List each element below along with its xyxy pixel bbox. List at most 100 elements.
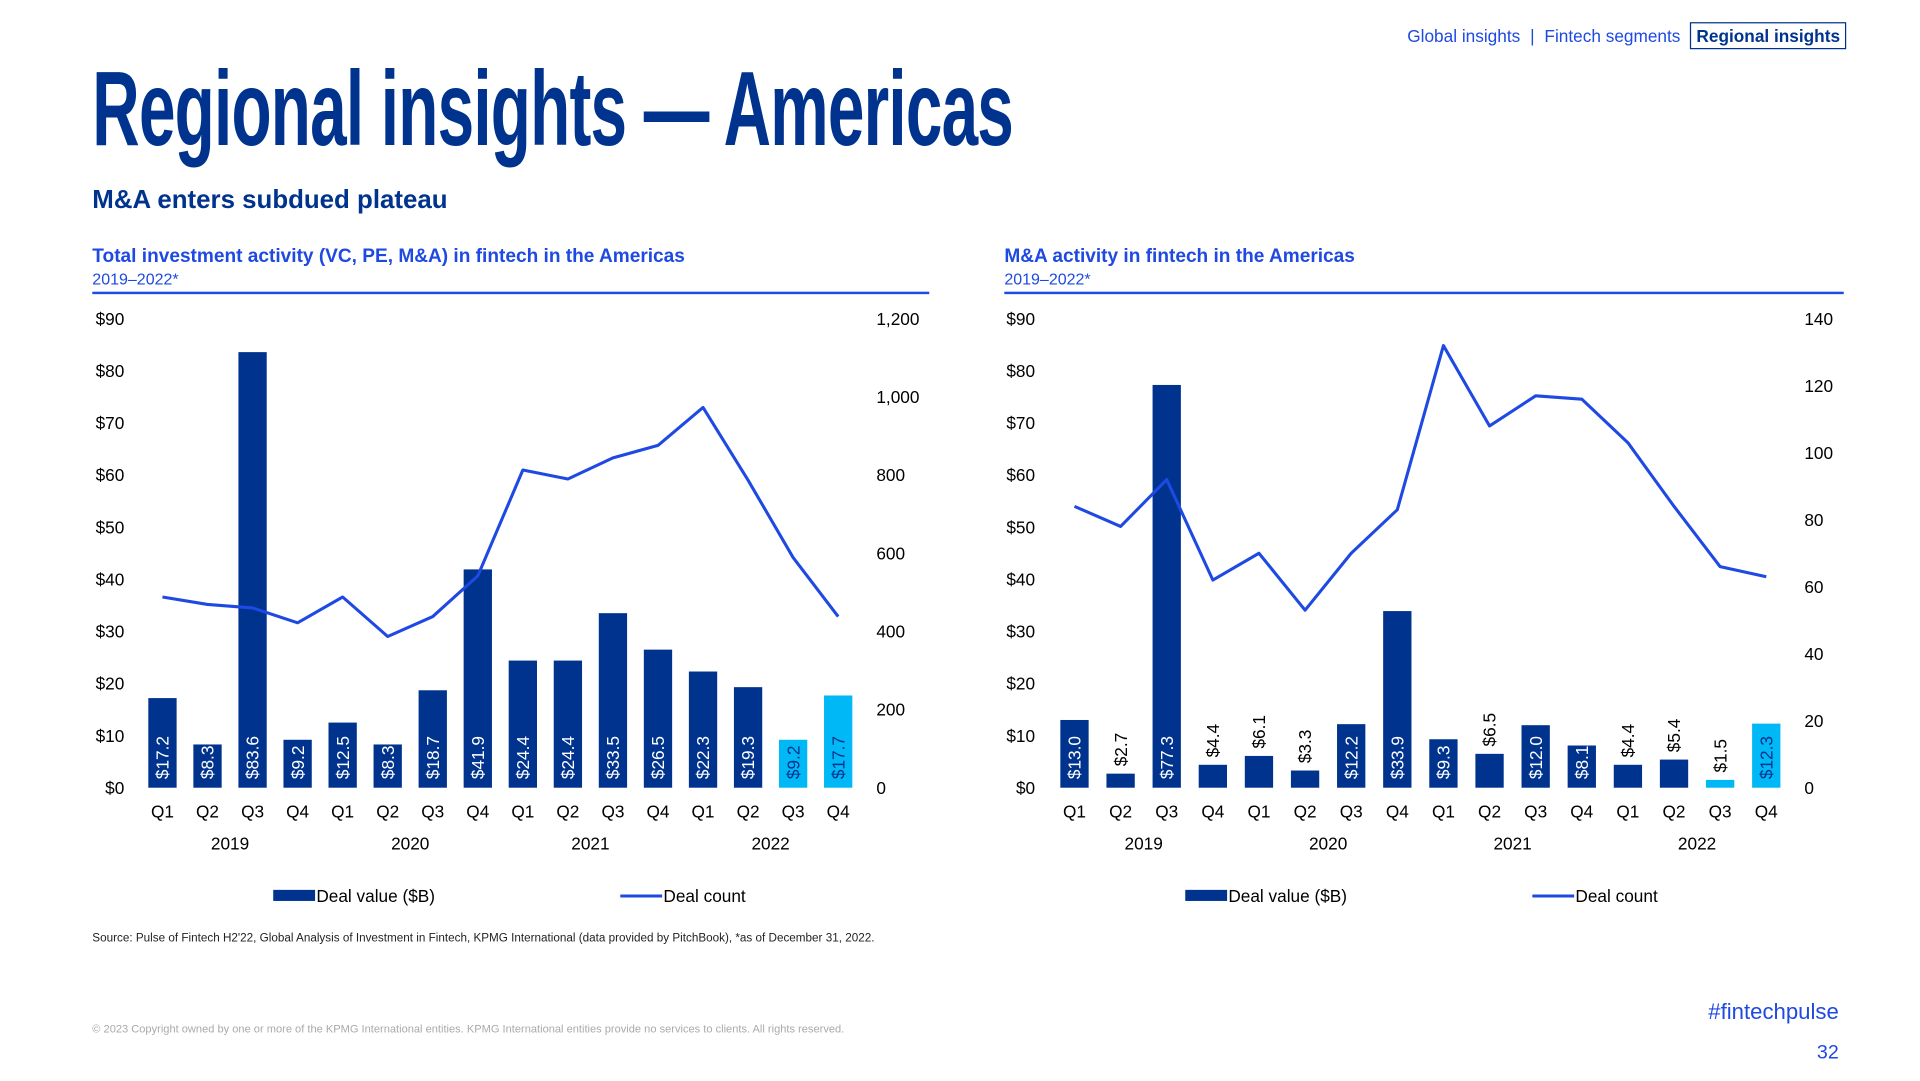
chart1-right-tick: 400 bbox=[876, 622, 905, 642]
chart2-left-tick: $0 bbox=[1016, 778, 1035, 798]
chart1-x-tick: Q1 bbox=[151, 801, 174, 821]
chart2-right-tick: 0 bbox=[1804, 778, 1814, 798]
chart1-bar-label: $22.3 bbox=[693, 736, 713, 779]
chart1-bar-label: $33.5 bbox=[603, 736, 623, 779]
chart1-x-tick: Q3 bbox=[601, 801, 624, 821]
chart2-bar-label: $13.0 bbox=[1065, 736, 1085, 779]
chart2-bar-label: $9.3 bbox=[1434, 746, 1454, 780]
chart2-bar-label: $6.5 bbox=[1480, 713, 1500, 747]
chart2-bar-label: $4.4 bbox=[1203, 723, 1223, 757]
chart2-bar-label: $12.0 bbox=[1526, 736, 1546, 779]
chart1-x-tick: Q4 bbox=[466, 801, 489, 821]
chart2-left-tick: $40 bbox=[1006, 569, 1035, 589]
chart2-x-tick: Q4 bbox=[1755, 801, 1778, 821]
chart1-right-tick: 600 bbox=[876, 543, 905, 563]
chart1-x-tick: Q2 bbox=[556, 801, 579, 821]
chart1-bar-label: $24.4 bbox=[558, 736, 578, 780]
chart2-bar bbox=[1245, 756, 1273, 788]
chart1-left-tick: $0 bbox=[105, 778, 124, 798]
chart1-x-tick: Q3 bbox=[421, 801, 444, 821]
chart1-x-tick: Q4 bbox=[286, 801, 309, 821]
chart2-bar-label: $12.2 bbox=[1341, 736, 1361, 779]
chart1-right-tick: 0 bbox=[876, 778, 886, 798]
chart2-legend-deal-value: Deal value ($B) bbox=[1228, 886, 1347, 906]
chart2-year-label: 2021 bbox=[1493, 833, 1531, 853]
hashtag[interactable]: #fintechpulse bbox=[1708, 999, 1839, 1025]
page-number: 32 bbox=[1817, 1042, 1839, 1064]
chart1-legend-deal-count: Deal count bbox=[663, 886, 746, 906]
chart1-left-tick: $40 bbox=[96, 569, 125, 589]
chart1-bar-label: $41.9 bbox=[468, 736, 488, 779]
chart2-right-tick: 40 bbox=[1804, 644, 1823, 664]
chart1-x-tick: Q2 bbox=[737, 801, 760, 821]
chart2-x-tick: Q4 bbox=[1570, 801, 1593, 821]
chart1-bar-label: $17.7 bbox=[828, 736, 848, 779]
chart2-bar bbox=[1660, 760, 1688, 788]
chart1-legend-bar-swatch bbox=[273, 890, 315, 901]
chart1-x-tick: Q4 bbox=[646, 801, 669, 821]
chart2-bar bbox=[1706, 780, 1734, 788]
chart2-right-tick: 20 bbox=[1804, 711, 1823, 731]
chart1-bar-label: $12.5 bbox=[333, 736, 353, 779]
chart2-legend-deal-count: Deal count bbox=[1575, 886, 1658, 906]
chart1-left-tick: $90 bbox=[96, 309, 125, 329]
chart2-bar bbox=[1199, 765, 1227, 788]
chart2-x-tick: Q1 bbox=[1432, 801, 1455, 821]
chart1-x-tick: Q3 bbox=[241, 801, 264, 821]
chart1-bar-label: $26.5 bbox=[648, 736, 668, 779]
chart1-left-tick: $50 bbox=[96, 517, 125, 537]
chart1-x-tick: Q4 bbox=[827, 801, 850, 821]
chart1-x-tick: Q2 bbox=[376, 801, 399, 821]
source-note: Source: Pulse of Fintech H2'22, Global A… bbox=[92, 932, 874, 946]
chart2-bar bbox=[1153, 385, 1181, 788]
chart2-x-tick: Q4 bbox=[1386, 801, 1409, 821]
chart1-year-label: 2019 bbox=[211, 833, 249, 853]
chart1-left-tick: $80 bbox=[96, 361, 125, 381]
chart1-right-tick: 1,200 bbox=[876, 309, 919, 329]
chart2-bar bbox=[1614, 765, 1642, 788]
chart2-bar-label: $77.3 bbox=[1157, 736, 1177, 779]
chart2-x-tick: Q2 bbox=[1478, 801, 1501, 821]
chart2-left-tick: $50 bbox=[1006, 517, 1035, 537]
chart1-bar-label: $18.7 bbox=[423, 736, 443, 779]
chart2-year-label: 2022 bbox=[1678, 833, 1716, 853]
chart1-bar-label: $8.3 bbox=[378, 746, 398, 780]
chart1-right-tick: 1,000 bbox=[876, 387, 919, 407]
chart2-x-tick: Q2 bbox=[1663, 801, 1686, 821]
copyright: © 2023 Copyright owned by one or more of… bbox=[92, 1023, 844, 1035]
chart2-x-tick: Q4 bbox=[1201, 801, 1224, 821]
chart2-left-tick: $30 bbox=[1006, 622, 1035, 642]
chart2-bar-label: $5.4 bbox=[1664, 718, 1684, 752]
chart1-x-tick: Q1 bbox=[692, 801, 715, 821]
chart2-x-tick: Q3 bbox=[1709, 801, 1732, 821]
chart1-bar-label: $24.4 bbox=[513, 736, 533, 780]
chart2-bar bbox=[1291, 771, 1319, 788]
chart2-left-tick: $90 bbox=[1006, 309, 1035, 329]
chart2-right-tick: 140 bbox=[1804, 309, 1833, 329]
chart1-right-tick: 800 bbox=[876, 465, 905, 485]
chart1-right-tick: 200 bbox=[876, 700, 905, 720]
chart2-left-tick: $80 bbox=[1006, 361, 1035, 381]
chart1-x-tick: Q2 bbox=[196, 801, 219, 821]
chart2-x-tick: Q2 bbox=[1109, 801, 1132, 821]
chart1-year-label: 2022 bbox=[751, 833, 789, 853]
chart1-year-label: 2020 bbox=[391, 833, 429, 853]
chart2-right-tick: 80 bbox=[1804, 510, 1823, 530]
chart2-left-tick: $20 bbox=[1006, 674, 1035, 694]
chart2-x-tick: Q3 bbox=[1155, 801, 1178, 821]
chart1-left-tick: $60 bbox=[96, 465, 125, 485]
chart1-bar-label: $83.6 bbox=[243, 736, 263, 779]
chart2-legend-bar-swatch bbox=[1185, 890, 1227, 901]
chart1-bar bbox=[238, 352, 266, 788]
chart1-left-tick: $30 bbox=[96, 622, 125, 642]
chart2-bar bbox=[1475, 754, 1503, 788]
chart1-bar-label: $9.2 bbox=[783, 746, 803, 780]
chart2-right-tick: 60 bbox=[1804, 577, 1823, 597]
chart1-bar-label: $17.2 bbox=[153, 736, 173, 779]
chart2-x-tick: Q3 bbox=[1340, 801, 1363, 821]
chart2-bar-label: $6.1 bbox=[1249, 715, 1269, 749]
chart2-right-tick: 100 bbox=[1804, 443, 1833, 463]
chart2-right-tick: 120 bbox=[1804, 376, 1833, 396]
